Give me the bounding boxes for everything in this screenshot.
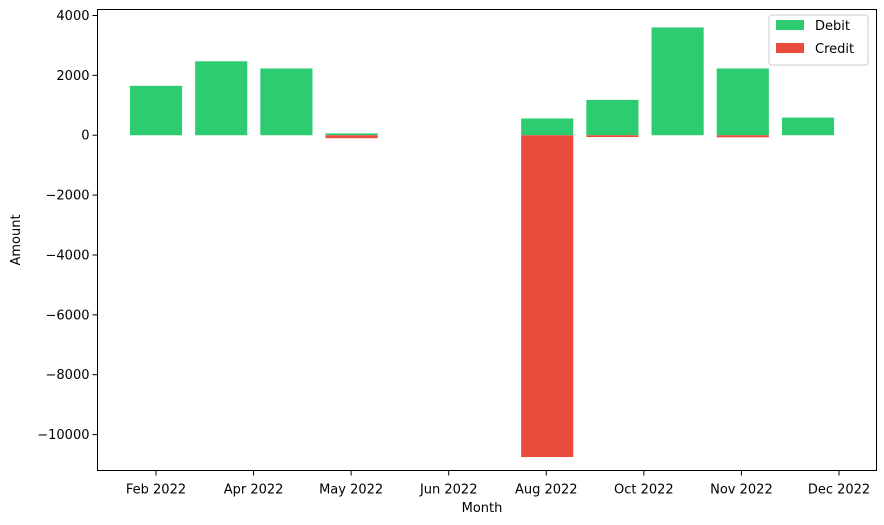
x-tick-label: Apr 2022 bbox=[224, 483, 284, 498]
x-tick-label: Jun 2022 bbox=[419, 483, 478, 498]
bar-credit-7 bbox=[586, 135, 639, 138]
x-axis: Feb 2022 Apr 2022 May 2022 Jun 2022 Aug 2022… bbox=[126, 470, 870, 498]
bar-credit-3 bbox=[325, 135, 378, 139]
y-tick-label: −2000 bbox=[46, 189, 90, 204]
x-tick-label: Feb 2022 bbox=[126, 483, 186, 498]
y-axis-label: Amount bbox=[9, 214, 24, 265]
bar-debit-8 bbox=[651, 27, 704, 136]
bar-debit-7 bbox=[586, 99, 639, 136]
x-tick-label: Dec 2022 bbox=[808, 483, 870, 498]
bar-debit-9 bbox=[716, 68, 769, 136]
y-tick-label: 4000 bbox=[56, 9, 89, 24]
plot-area bbox=[129, 27, 835, 458]
x-axis-label: Month bbox=[462, 501, 503, 516]
legend: Debit Credit bbox=[768, 14, 869, 66]
bar-credit-6 bbox=[521, 135, 574, 458]
y-tick-label: −6000 bbox=[46, 308, 90, 323]
bar-debit-6 bbox=[521, 118, 574, 136]
bar-debit-0 bbox=[129, 85, 183, 136]
legend-swatch-credit bbox=[776, 43, 804, 53]
y-tick-label: −4000 bbox=[46, 248, 90, 263]
y-tick-label: 2000 bbox=[56, 69, 89, 84]
x-tick-label: May 2022 bbox=[319, 483, 383, 498]
bar-debit-2 bbox=[260, 68, 313, 136]
bar-credit-9 bbox=[716, 135, 769, 138]
legend-label-debit: Debit bbox=[815, 19, 850, 34]
x-tick-label: Aug 2022 bbox=[515, 483, 578, 498]
x-tick-label: Nov 2022 bbox=[710, 483, 773, 498]
bar-debit-1 bbox=[195, 61, 248, 136]
legend-label-credit: Credit bbox=[815, 42, 854, 57]
y-tick-label: −10000 bbox=[37, 428, 89, 443]
bar-debit-10 bbox=[781, 117, 835, 136]
bar-debit-3 bbox=[325, 133, 378, 136]
x-tick-label: Oct 2022 bbox=[614, 483, 674, 498]
y-tick-label: −8000 bbox=[46, 368, 90, 383]
y-axis: 4000 2000 0 −2000 −4000 −6000 −8000 −10000 bbox=[37, 9, 98, 443]
plot-frame bbox=[97, 9, 877, 471]
y-tick-label: 0 bbox=[81, 129, 89, 144]
legend-swatch-debit bbox=[776, 20, 804, 30]
